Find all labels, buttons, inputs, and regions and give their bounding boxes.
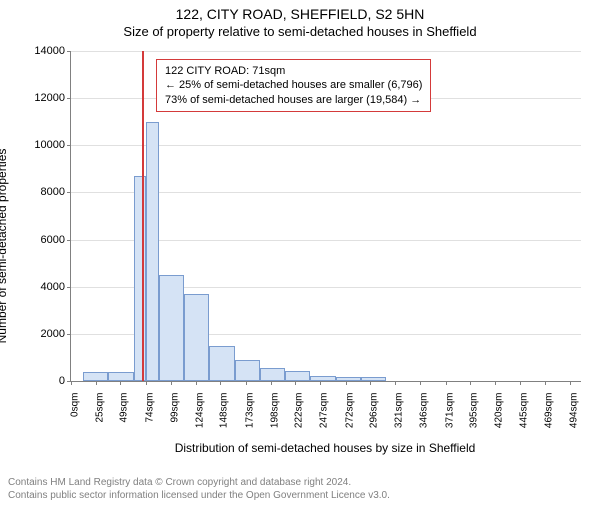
x-axis-label: Distribution of semi-detached houses by … [70, 441, 580, 455]
y-tick-mark [67, 334, 71, 335]
x-tick-label: 222sqm [294, 393, 305, 429]
y-tick-mark [67, 145, 71, 146]
x-tick-label: 25sqm [95, 393, 106, 423]
x-tick-label: 124sqm [195, 393, 206, 429]
x-tick-label: 395sqm [468, 393, 479, 429]
histogram-bar [146, 122, 159, 381]
x-tick-mark [520, 381, 521, 385]
histogram-bar [336, 377, 361, 381]
histogram-bar [134, 176, 146, 381]
x-tick-label: 346sqm [419, 393, 430, 429]
info-line-2: ← 25% of semi-detached houses are smalle… [165, 78, 422, 92]
x-tick-mark [395, 381, 396, 385]
subtitle: Size of property relative to semi-detach… [0, 24, 600, 39]
y-tick-label: 8000 [41, 186, 65, 198]
x-tick-mark [120, 381, 121, 385]
y-tick-mark [67, 192, 71, 193]
x-tick-label: 198sqm [269, 393, 280, 429]
grid-line [71, 51, 581, 52]
histogram-bar [260, 368, 285, 381]
histogram-bar [209, 346, 234, 381]
y-tick-mark [67, 240, 71, 241]
x-tick-mark [446, 381, 447, 385]
y-tick-label: 2000 [41, 328, 65, 340]
x-tick-mark [295, 381, 296, 385]
x-tick-label: 469sqm [543, 393, 554, 429]
y-tick-label: 4000 [41, 281, 65, 293]
y-tick-label: 12000 [34, 92, 65, 104]
x-tick-mark [346, 381, 347, 385]
y-tick-label: 6000 [41, 234, 65, 246]
footer: Contains HM Land Registry data © Crown c… [8, 476, 592, 502]
x-tick-mark [320, 381, 321, 385]
histogram-bar [184, 294, 209, 381]
y-tick-mark [67, 51, 71, 52]
x-tick-mark [370, 381, 371, 385]
x-tick-label: 420sqm [494, 393, 505, 429]
x-tick-mark [470, 381, 471, 385]
histogram-bar [83, 372, 108, 381]
x-tick-mark [71, 381, 72, 385]
x-tick-label: 0sqm [70, 393, 81, 417]
plot-area: 020004000600080001000012000140000sqm25sq… [70, 51, 581, 382]
y-tick-label: 14000 [34, 45, 65, 57]
histogram-bar [310, 376, 335, 381]
x-tick-label: 296sqm [368, 393, 379, 429]
page-title: 122, CITY ROAD, SHEFFIELD, S2 5HN [0, 6, 600, 22]
marker-line [142, 51, 144, 381]
x-tick-label: 494sqm [568, 393, 579, 429]
histogram-bar [235, 360, 260, 381]
y-tick-mark [67, 98, 71, 99]
y-tick-mark [67, 287, 71, 288]
x-tick-mark [271, 381, 272, 385]
x-tick-label: 445sqm [519, 393, 530, 429]
x-tick-label: 148sqm [219, 393, 230, 429]
x-tick-label: 371sqm [444, 393, 455, 429]
info-line-3: 73% of semi-detached houses are larger (… [165, 93, 422, 107]
x-tick-mark [420, 381, 421, 385]
chart-info-box: 122 CITY ROAD: 71sqm ← 25% of semi-detac… [156, 59, 431, 112]
chart-container: Number of semi-detached properties 02000… [0, 46, 600, 461]
histogram-bar [159, 275, 184, 381]
footer-line-2: Contains public sector information licen… [8, 489, 592, 502]
histogram-bar [108, 372, 133, 381]
x-tick-label: 74sqm [144, 393, 155, 423]
x-tick-label: 247sqm [319, 393, 330, 429]
x-tick-mark [246, 381, 247, 385]
y-axis-label: Number of semi-detached properties [0, 51, 9, 246]
histogram-bar [285, 371, 310, 381]
x-tick-label: 99sqm [169, 393, 180, 423]
x-tick-mark [196, 381, 197, 385]
histogram-bar [361, 377, 386, 381]
x-tick-label: 321sqm [394, 393, 405, 429]
x-tick-label: 49sqm [119, 393, 130, 423]
x-tick-label: 173sqm [244, 393, 255, 429]
x-tick-mark [220, 381, 221, 385]
y-tick-label: 0 [59, 375, 65, 387]
x-tick-mark [96, 381, 97, 385]
info-line-1: 122 CITY ROAD: 71sqm [165, 64, 422, 78]
x-tick-mark [146, 381, 147, 385]
x-tick-label: 272sqm [344, 393, 355, 429]
x-tick-mark [171, 381, 172, 385]
y-tick-label: 10000 [34, 139, 65, 151]
x-tick-mark [545, 381, 546, 385]
footer-line-1: Contains HM Land Registry data © Crown c… [8, 476, 592, 489]
x-tick-mark [570, 381, 571, 385]
x-tick-mark [495, 381, 496, 385]
